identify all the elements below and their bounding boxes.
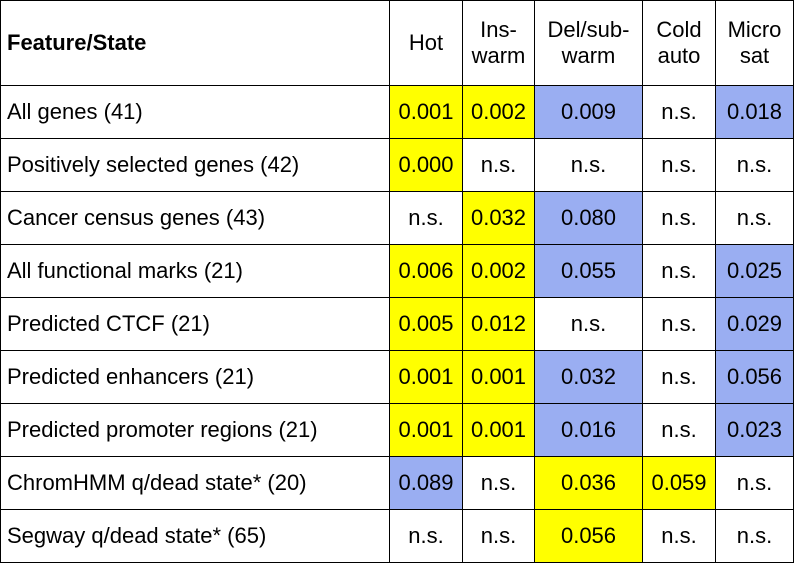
header-ins-warm: Ins- warm (462, 0, 535, 86)
table-row: Positively selected genes (42) 0.000 n.s. n… (0, 138, 794, 192)
value-cell: 0.056 (534, 509, 643, 563)
value-cell: 0.055 (534, 244, 643, 298)
value-cell: 0.089 (389, 456, 463, 510)
value-cell: 0.016 (534, 403, 643, 457)
value-cell: n.s. (642, 350, 716, 404)
value-cell: n.s. (642, 191, 716, 245)
value-cell: 0.000 (389, 138, 463, 192)
table-row: Predicted CTCF (21) 0.005 0.012 n.s. n.s. 0.0… (0, 297, 794, 351)
table-row: Predicted promoter regions (21) 0.001 0.00… (0, 403, 794, 457)
header-line: Cold (656, 17, 702, 42)
row-label: Predicted enhancers (21) (0, 350, 390, 404)
header-cold-auto: Cold auto (642, 0, 716, 86)
header-row: Feature/State Hot Ins- warm Del/sub- war… (0, 0, 794, 86)
value-cell: 0.009 (534, 85, 643, 139)
value-cell: 0.001 (462, 403, 535, 457)
header-line: Hot (408, 30, 444, 55)
value-cell: 0.005 (389, 297, 463, 351)
table-row: All functional marks (21) 0.006 0.002 0.055… (0, 244, 794, 298)
value-cell: n.s. (462, 509, 535, 563)
table-row: Cancer census genes (43) n.s. 0.032 0.080 n.… (0, 191, 794, 245)
value-cell: 0.036 (534, 456, 643, 510)
value-cell: 0.029 (715, 297, 794, 351)
value-cell: n.s. (642, 509, 716, 563)
value-cell: n.s. (534, 297, 643, 351)
value-cell: n.s. (642, 403, 716, 457)
value-cell: n.s. (462, 456, 535, 510)
value-cell: n.s. (642, 297, 716, 351)
header-line: Del/sub- (547, 17, 630, 42)
header-line: warm (561, 43, 616, 68)
value-cell: n.s. (715, 509, 794, 563)
row-label: Predicted CTCF (21) (0, 297, 390, 351)
header-line: auto (657, 43, 701, 68)
value-cell: n.s. (642, 244, 716, 298)
value-cell: 0.025 (715, 244, 794, 298)
row-label: Predicted promoter regions (21) (0, 403, 390, 457)
value-cell: 0.006 (389, 244, 463, 298)
value-cell: n.s. (642, 85, 716, 139)
value-cell: n.s. (715, 456, 794, 510)
value-cell: n.s. (462, 138, 535, 192)
row-label: All genes (41) (0, 85, 390, 139)
table-row: Predicted enhancers (21) 0.001 0.001 0.032 n… (0, 350, 794, 404)
table-row: ChromHMM q/dead state* (20) 0.089 n.s. 0.03… (0, 456, 794, 510)
value-cell: 0.001 (389, 350, 463, 404)
header-feature-state: Feature/State (0, 0, 390, 86)
header-line: Feature/State (7, 30, 147, 55)
value-cell: 0.080 (534, 191, 643, 245)
value-cell: n.s. (642, 138, 716, 192)
value-cell: n.s. (715, 191, 794, 245)
value-cell: 0.018 (715, 85, 794, 139)
value-cell: 0.032 (462, 191, 535, 245)
value-cell: 0.012 (462, 297, 535, 351)
value-cell: 0.023 (715, 403, 794, 457)
row-label: ChromHMM q/dead state* (20) (0, 456, 390, 510)
header-line: Ins- (480, 17, 517, 42)
row-label: All functional marks (21) (0, 244, 390, 298)
value-cell: n.s. (389, 191, 463, 245)
value-cell: 0.001 (462, 350, 535, 404)
value-cell: 0.002 (462, 85, 535, 139)
header-micro-sat: Micro sat (715, 0, 794, 86)
header-hot: Hot (389, 0, 463, 86)
table-row: All genes (41) 0.001 0.002 0.009 n.s. 0.018 (0, 85, 794, 139)
header-line: sat (739, 43, 770, 68)
value-cell: 0.056 (715, 350, 794, 404)
value-cell: 0.001 (389, 403, 463, 457)
row-label: Positively selected genes (42) (0, 138, 390, 192)
table-row: Segway q/dead state* (65) n.s. n.s. 0.056 n.… (0, 509, 794, 563)
header-del-sub-warm: Del/sub- warm (534, 0, 643, 86)
value-cell: n.s. (389, 509, 463, 563)
value-cell: 0.002 (462, 244, 535, 298)
row-label: Segway q/dead state* (65) (0, 509, 390, 563)
value-cell: n.s. (715, 138, 794, 192)
value-cell: n.s. (534, 138, 643, 192)
value-cell: 0.032 (534, 350, 643, 404)
value-cell: 0.059 (642, 456, 716, 510)
header-line: Micro (727, 17, 782, 42)
header-line: warm (471, 43, 526, 68)
row-label: Cancer census genes (43) (0, 191, 390, 245)
value-cell: 0.001 (389, 85, 463, 139)
table-body: All genes (41) 0.001 0.002 0.009 n.s. 0.018 Po… (0, 85, 794, 563)
